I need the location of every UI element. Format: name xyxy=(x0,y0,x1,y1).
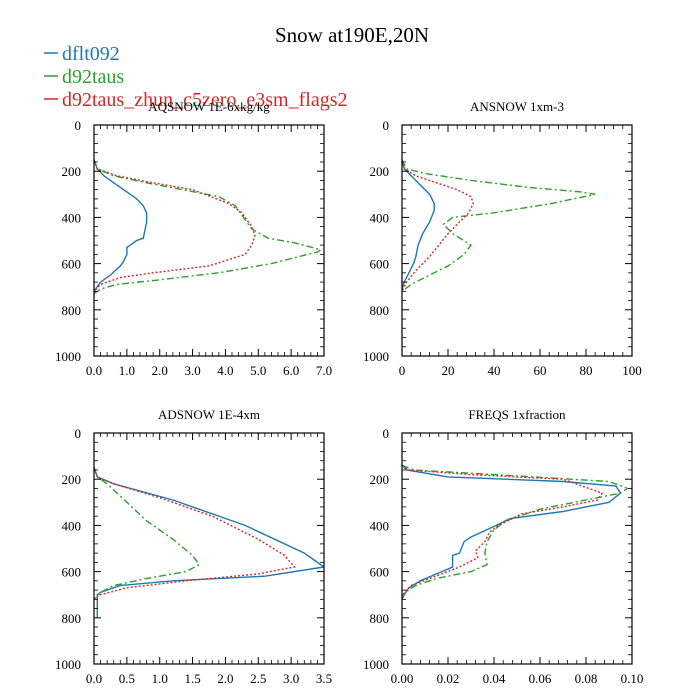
panel-2: ANSNOW 1xm-30 20 40 60 80 1000200400600800100… xyxy=(363,99,642,378)
panels: AQSNOW 1E-6xkg/kg 0.0 1.0 2.0 3.0 4.0 5.0 6.0 7.… xyxy=(55,99,643,686)
axes-frame xyxy=(93,124,325,357)
x-tick-label: 2.0 xyxy=(217,671,233,686)
y-tick-label: 400 xyxy=(370,518,390,533)
x-tick-label: 0.04 xyxy=(483,671,506,686)
series-line-d92taus xyxy=(94,467,201,600)
y-tick-label: 0 xyxy=(383,118,390,133)
panel-title: FREQS 1xfraction xyxy=(468,407,566,422)
x-tick-label: 0.08 xyxy=(575,671,598,686)
series-line-d92taus xyxy=(402,464,629,600)
y-tick-label: 800 xyxy=(370,611,390,626)
x-tick-label: 80 xyxy=(580,363,593,378)
y-tick-label: 200 xyxy=(62,472,82,487)
y-tick-label: 600 xyxy=(62,257,82,272)
series-line-d92taus_zhun_c5zero_e3sm_flags2 xyxy=(402,464,604,600)
x-tick-label: 7.0 xyxy=(316,363,332,378)
axes-frame xyxy=(401,432,633,665)
series-line-dflt092 xyxy=(94,467,324,618)
y-tick-label: 400 xyxy=(62,518,82,533)
y-tick-label: 600 xyxy=(370,565,390,580)
x-tick-label: 0.02 xyxy=(437,671,460,686)
y-tick-label: 0 xyxy=(75,118,82,133)
x-tick-label: 6.0 xyxy=(283,363,299,378)
y-tick-label: 800 xyxy=(62,611,82,626)
figure-title: Snow at190E,20N xyxy=(275,23,429,47)
series-line-d92taus_zhun_c5zero_e3sm_flags2 xyxy=(402,159,475,292)
y-tick-label: 0 xyxy=(75,426,82,441)
series-line-dflt092 xyxy=(94,159,148,292)
series-line-d92taus_zhun_c5zero_e3sm_flags2 xyxy=(94,159,256,292)
x-tick-label: 3.0 xyxy=(283,671,299,686)
axes-frame xyxy=(401,124,633,357)
legend-label-d92taus: d92taus xyxy=(62,66,124,88)
y-tick-label: 200 xyxy=(370,164,390,179)
legend-label-dflt092: dflt092 xyxy=(62,43,120,65)
x-tick-label: 0.5 xyxy=(119,671,135,686)
x-tick-label: 5.0 xyxy=(250,363,266,378)
panel-1: AQSNOW 1E-6xkg/kg 0.0 1.0 2.0 3.0 4.0 5.0 6.0 7.… xyxy=(55,99,332,378)
y-tick-label: 400 xyxy=(62,210,82,225)
x-tick-label: 1.5 xyxy=(184,671,200,686)
x-tick-label: 0.06 xyxy=(529,671,552,686)
x-tick-label: 0.10 xyxy=(621,671,644,686)
y-tick-label: 600 xyxy=(62,565,82,580)
x-tick-label: 2.5 xyxy=(250,671,266,686)
x-tick-label: 60 xyxy=(534,363,547,378)
y-tick-label: 0 xyxy=(383,426,390,441)
x-tick-label: 1.0 xyxy=(152,671,168,686)
y-tick-label: 400 xyxy=(370,210,390,225)
x-tick-label: 0.00 xyxy=(391,671,414,686)
x-tick-label: 2.0 xyxy=(152,363,168,378)
panel-4: FREQS 1xfraction 0.00 0.02 0.04 0.06 0.08 0.10… xyxy=(363,407,643,686)
x-tick-label: 3.0 xyxy=(184,363,200,378)
x-tick-label: 3.5 xyxy=(316,671,332,686)
x-tick-label: 1.0 xyxy=(119,363,135,378)
x-tick-label: 100 xyxy=(622,363,642,378)
y-tick-label: 200 xyxy=(370,472,390,487)
y-tick-label: 600 xyxy=(370,257,390,272)
x-tick-label: 4.0 xyxy=(217,363,233,378)
panel-title: AQSNOW 1E-6xkg/kg xyxy=(148,99,270,114)
legend-label-d92taus-zhun: d92taus_zhun_c5zero_e3sm_flags2 xyxy=(62,89,347,111)
y-tick-label: 800 xyxy=(370,303,390,318)
x-tick-label: 40 xyxy=(488,363,501,378)
x-tick-label: 0.0 xyxy=(86,363,102,378)
y-tick-label: 1000 xyxy=(363,349,389,364)
panel-3: ADSNOW 1E-4xm 0.0 0.5 1.0 1.5 2.0 2.5 3.0 3.5 0 20… xyxy=(55,407,332,686)
axes-frame xyxy=(93,432,325,665)
series-line-dflt092 xyxy=(402,159,435,290)
y-tick-label: 800 xyxy=(62,303,82,318)
series-line-d92taus xyxy=(94,159,323,295)
panel-title: ANSNOW 1xm-3 xyxy=(470,99,564,114)
y-tick-label: 200 xyxy=(62,164,82,179)
series-line-d92taus xyxy=(402,159,596,292)
panel-title: ADSNOW 1E-4xm xyxy=(158,407,260,422)
x-tick-label: 20 xyxy=(442,363,455,378)
y-tick-label: 1000 xyxy=(55,657,81,672)
legend: dflt092 d92taus d92taus_zhun_c5zero_e3sm… xyxy=(44,43,347,111)
y-tick-label: 1000 xyxy=(55,349,81,364)
series-line-d92taus_zhun_c5zero_e3sm_flags2 xyxy=(94,467,296,600)
y-tick-label: 1000 xyxy=(363,657,389,672)
x-tick-label: 0.0 xyxy=(86,671,102,686)
x-tick-label: 0 xyxy=(399,363,406,378)
